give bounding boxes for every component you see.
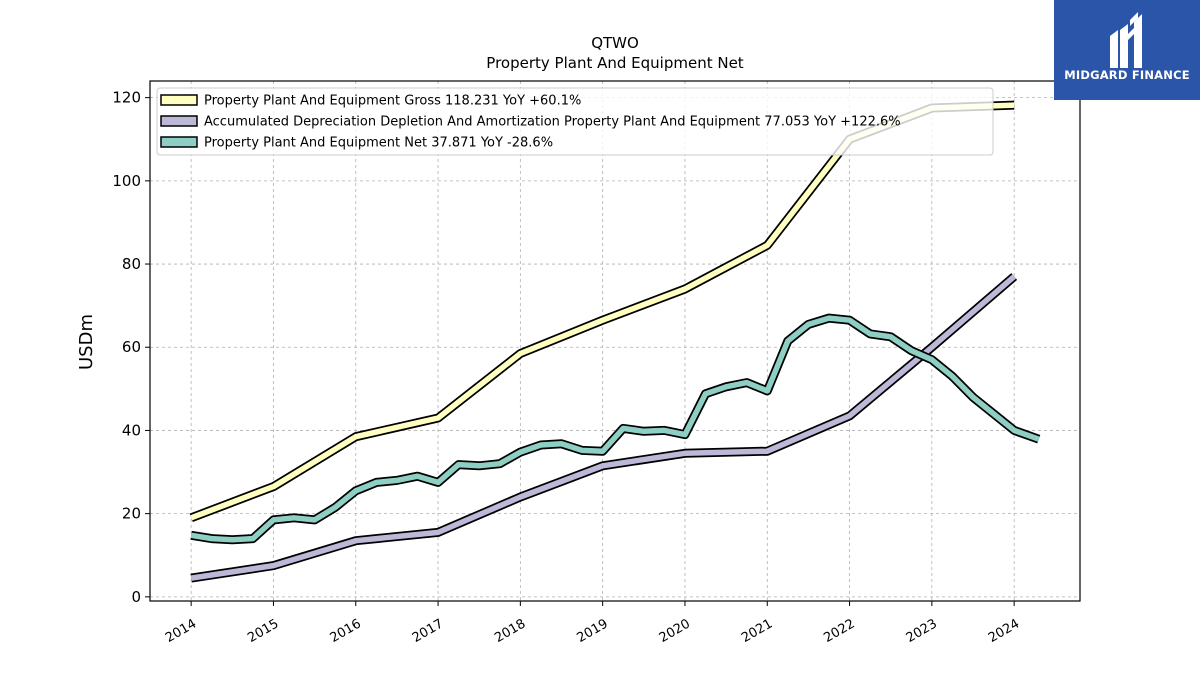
x-tick-label: 2019 — [574, 616, 610, 646]
y-tick-label: 120 — [112, 89, 141, 107]
legend-label: Property Plant And Equipment Gross 118.2… — [204, 94, 581, 109]
plot-frame — [149, 80, 1081, 602]
legend-swatch — [160, 115, 198, 127]
y-tick-label: 60 — [122, 338, 141, 356]
y-tick-label: 100 — [112, 172, 141, 190]
x-tick-label: 2018 — [492, 616, 528, 646]
series-line-fill — [190, 274, 1016, 581]
x-tick-label: 2020 — [657, 616, 693, 646]
legend-label: Accumulated Depreciation Depletion And A… — [204, 115, 901, 130]
logo-mark-icon — [1110, 12, 1142, 68]
series-line-2 — [190, 273, 1018, 583]
y-tick-label: 80 — [122, 255, 141, 273]
y-axis-label: USDm — [76, 314, 97, 370]
x-tick-label: 2023 — [904, 616, 940, 646]
ticks: 0 20 40 60 80 100 120 2014 2015 2016 2017 2018 2019 2… — [112, 89, 1022, 646]
legend-swatch — [160, 136, 198, 148]
legend-swatch — [160, 94, 198, 106]
x-tick-label: 2016 — [328, 616, 364, 646]
chart-subtitle: Property Plant And Equipment Net — [486, 54, 743, 72]
y-tick-label: 20 — [122, 505, 141, 523]
y-tick-label: 40 — [122, 421, 141, 439]
legend: Property Plant And Equipment Gross 118.2… — [156, 87, 994, 156]
series-line-3 — [190, 313, 1041, 545]
x-tick-label: 2022 — [821, 616, 857, 646]
series-line-fill — [190, 315, 1040, 543]
legend-label: Property Plant And Equipment Net 37.871 … — [204, 136, 553, 151]
series-layer — [189, 100, 1041, 583]
x-tick-label: 2021 — [739, 616, 775, 646]
logo-text: MIDGARD FINANCE — [1064, 68, 1190, 82]
x-tick-label: 2015 — [245, 616, 281, 646]
logo: MIDGARD FINANCE — [1054, 0, 1200, 100]
legend-box — [156, 87, 994, 156]
y-tick-label: 0 — [131, 588, 141, 606]
chart-title: QTWO — [591, 34, 639, 52]
x-tick-label: 2014 — [163, 616, 199, 646]
x-tick-label: 2017 — [410, 616, 446, 646]
x-tick-label: 2024 — [986, 616, 1022, 646]
